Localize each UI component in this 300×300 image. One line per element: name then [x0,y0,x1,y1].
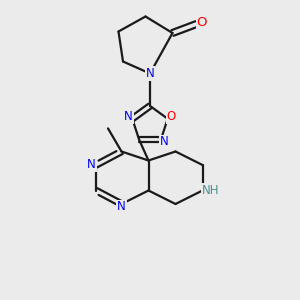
Text: N: N [146,67,154,80]
Text: NH: NH [202,184,220,197]
Text: N: N [87,158,96,172]
Text: O: O [197,16,207,29]
Text: N: N [160,135,168,148]
Text: N: N [117,200,126,214]
Text: O: O [167,110,176,123]
Text: N: N [124,110,133,123]
